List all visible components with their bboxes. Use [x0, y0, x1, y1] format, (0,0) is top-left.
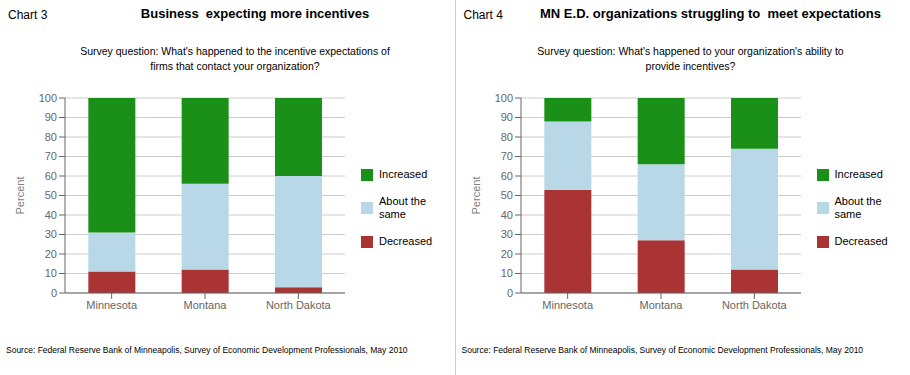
svg-text:Percent: Percent	[14, 177, 26, 215]
svg-text:70: 70	[500, 150, 512, 162]
html-text:Source: Federal Reserve Bank o: Source: Federal Reserve Bank of Minneapo…	[461, 345, 864, 355]
svg-text:North Dakota: North Dakota	[266, 299, 332, 311]
svg-text:90: 90	[500, 111, 512, 123]
svg-text:North Dakota: North Dakota	[721, 299, 787, 311]
svg-text:30: 30	[45, 228, 57, 240]
svg-text:Minnesota: Minnesota	[542, 299, 594, 311]
svg-text:40: 40	[500, 209, 512, 221]
html-text:Survey question: What's happen: Survey question: What's happened to your…	[537, 45, 844, 72]
svg-text:0: 0	[506, 287, 512, 299]
html-text:Increased: Increased	[834, 168, 883, 180]
svg-text:20: 20	[500, 248, 512, 260]
html-text:Business expecting more incent: Business expecting more incentives	[140, 6, 370, 21]
svg-text:80: 80	[45, 131, 57, 143]
svg-text:50: 50	[500, 189, 512, 201]
svg-text:Minnesota: Minnesota	[86, 299, 138, 311]
svg-text:60: 60	[500, 170, 512, 182]
html-text:Decreased: Decreased	[834, 235, 888, 247]
html-text:MN E.D. organizations struggli: MN E.D. organizations struggling to meet…	[540, 6, 881, 21]
svg-text:30: 30	[500, 228, 512, 240]
svg-text:100: 100	[494, 92, 512, 104]
svg-text:50: 50	[45, 189, 57, 201]
svg-text:40: 40	[45, 209, 57, 221]
svg-text:Montana: Montana	[639, 299, 683, 311]
svg-text:90: 90	[45, 111, 57, 123]
html-text:About the same: About the same	[834, 195, 882, 220]
html-text:About the same: About the same	[379, 195, 427, 220]
svg-text:70: 70	[45, 150, 57, 162]
html-text:Chart 4: Chart 4	[463, 8, 503, 22]
svg-text:10: 10	[500, 267, 512, 279]
html-text:Source: Federal Reserve Bank o: Source: Federal Reserve Bank of Minneapo…	[6, 345, 408, 355]
html-text:Increased: Increased	[379, 168, 428, 180]
svg-text:Percent: Percent	[469, 177, 481, 215]
svg-text:10: 10	[45, 267, 57, 279]
html-text:Decreased: Decreased	[379, 235, 433, 247]
svg-text:80: 80	[500, 131, 512, 143]
svg-text:60: 60	[45, 170, 57, 182]
svg-text:0: 0	[51, 287, 57, 299]
svg-text:20: 20	[45, 248, 57, 260]
svg-text:100: 100	[39, 92, 57, 104]
svg-text:Montana: Montana	[184, 299, 228, 311]
html-text:Survey question: What's happen: Survey question: What's happened to the …	[80, 45, 390, 72]
html-text:Chart 3: Chart 3	[8, 8, 48, 22]
